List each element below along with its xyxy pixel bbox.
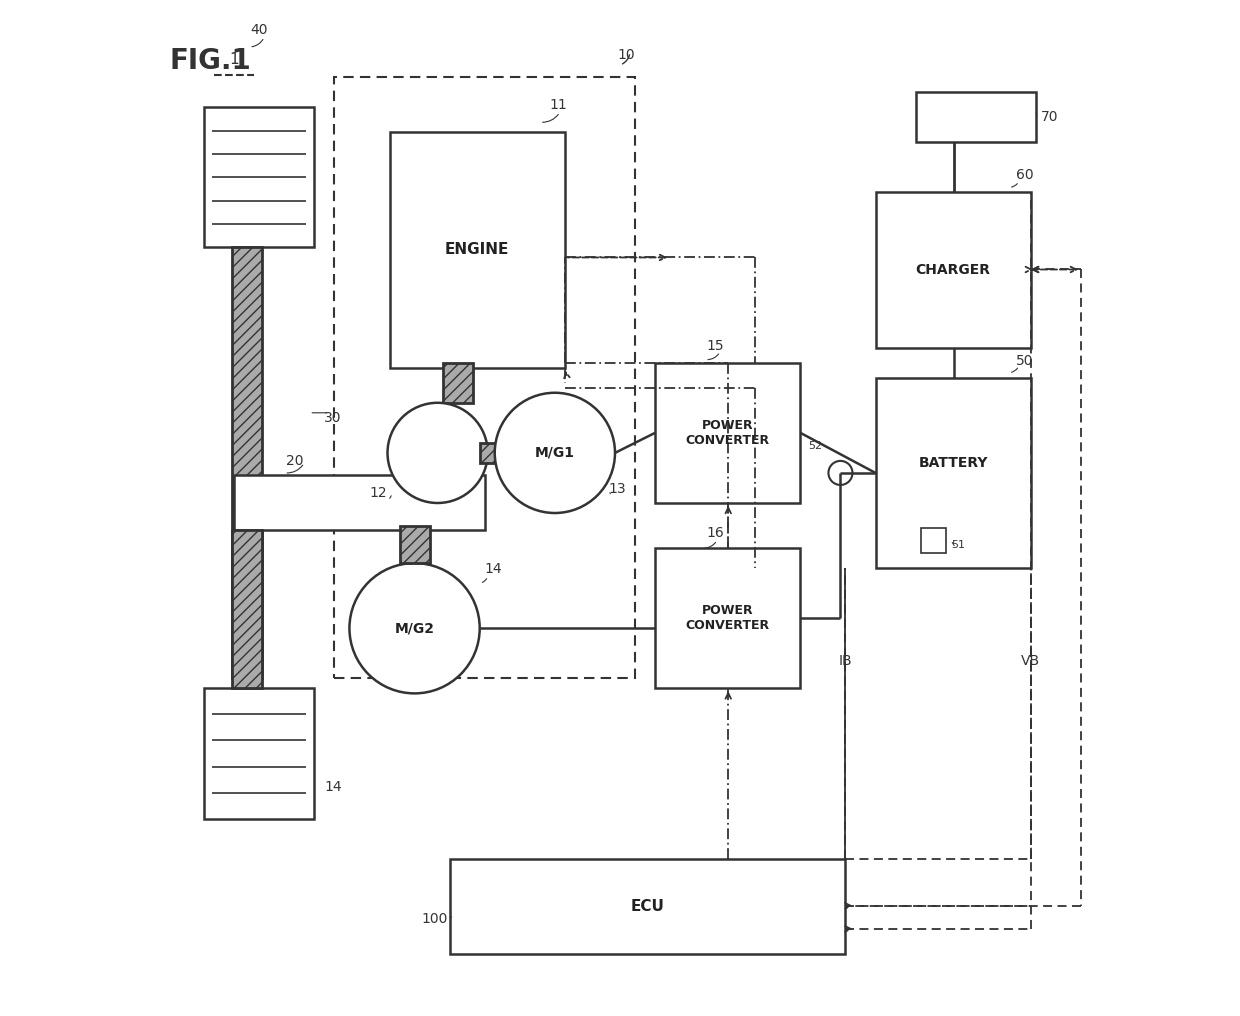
Text: 14: 14	[485, 562, 502, 576]
Bar	[450, 859, 846, 954]
Text: 51: 51	[951, 541, 965, 550]
Text: 20: 20	[285, 454, 303, 468]
Circle shape	[495, 393, 615, 513]
Bar	[399, 526, 429, 563]
Bar	[232, 248, 262, 679]
Bar	[205, 689, 315, 819]
Bar	[443, 363, 472, 402]
Text: IB: IB	[838, 654, 852, 669]
Bar	[205, 107, 315, 248]
Bar	[875, 192, 1030, 347]
Text: 50: 50	[1016, 354, 1033, 368]
Text: 13: 13	[608, 482, 626, 496]
Text: POWER
CONVERTER: POWER CONVERTER	[686, 419, 770, 447]
Text: FIG.1: FIG.1	[169, 47, 250, 75]
Bar	[655, 548, 800, 689]
Text: 11: 11	[549, 99, 568, 112]
Text: ENGINE: ENGINE	[445, 243, 510, 257]
Text: 1: 1	[229, 52, 239, 67]
Bar	[915, 92, 1035, 142]
Bar	[480, 443, 520, 463]
Text: 52: 52	[808, 441, 822, 451]
Text: POWER
CONVERTER: POWER CONVERTER	[686, 605, 770, 632]
Text: 60: 60	[1016, 169, 1033, 182]
Text: ECU: ECU	[631, 899, 665, 913]
Bar	[389, 132, 565, 368]
Text: 10: 10	[618, 48, 635, 62]
Text: CHARGER: CHARGER	[915, 263, 991, 277]
Text: 12: 12	[370, 486, 388, 500]
Bar	[232, 530, 262, 689]
Bar	[875, 378, 1030, 568]
Text: 14: 14	[325, 779, 342, 793]
Bar	[655, 363, 800, 503]
Text: M/G2: M/G2	[394, 621, 434, 635]
Circle shape	[350, 563, 480, 693]
Bar	[234, 474, 485, 530]
Text: 100: 100	[422, 912, 448, 926]
Text: 16: 16	[707, 526, 724, 541]
Bar	[335, 77, 635, 679]
Circle shape	[388, 402, 487, 503]
Circle shape	[828, 461, 852, 485]
Text: VB: VB	[1022, 654, 1040, 669]
Text: 70: 70	[1040, 110, 1059, 124]
Text: BATTERY: BATTERY	[919, 456, 988, 470]
Bar	[920, 528, 946, 553]
Text: M/G1: M/G1	[534, 446, 575, 460]
Text: 40: 40	[250, 23, 268, 37]
Text: 15: 15	[707, 338, 724, 353]
Text: 30: 30	[325, 410, 342, 425]
